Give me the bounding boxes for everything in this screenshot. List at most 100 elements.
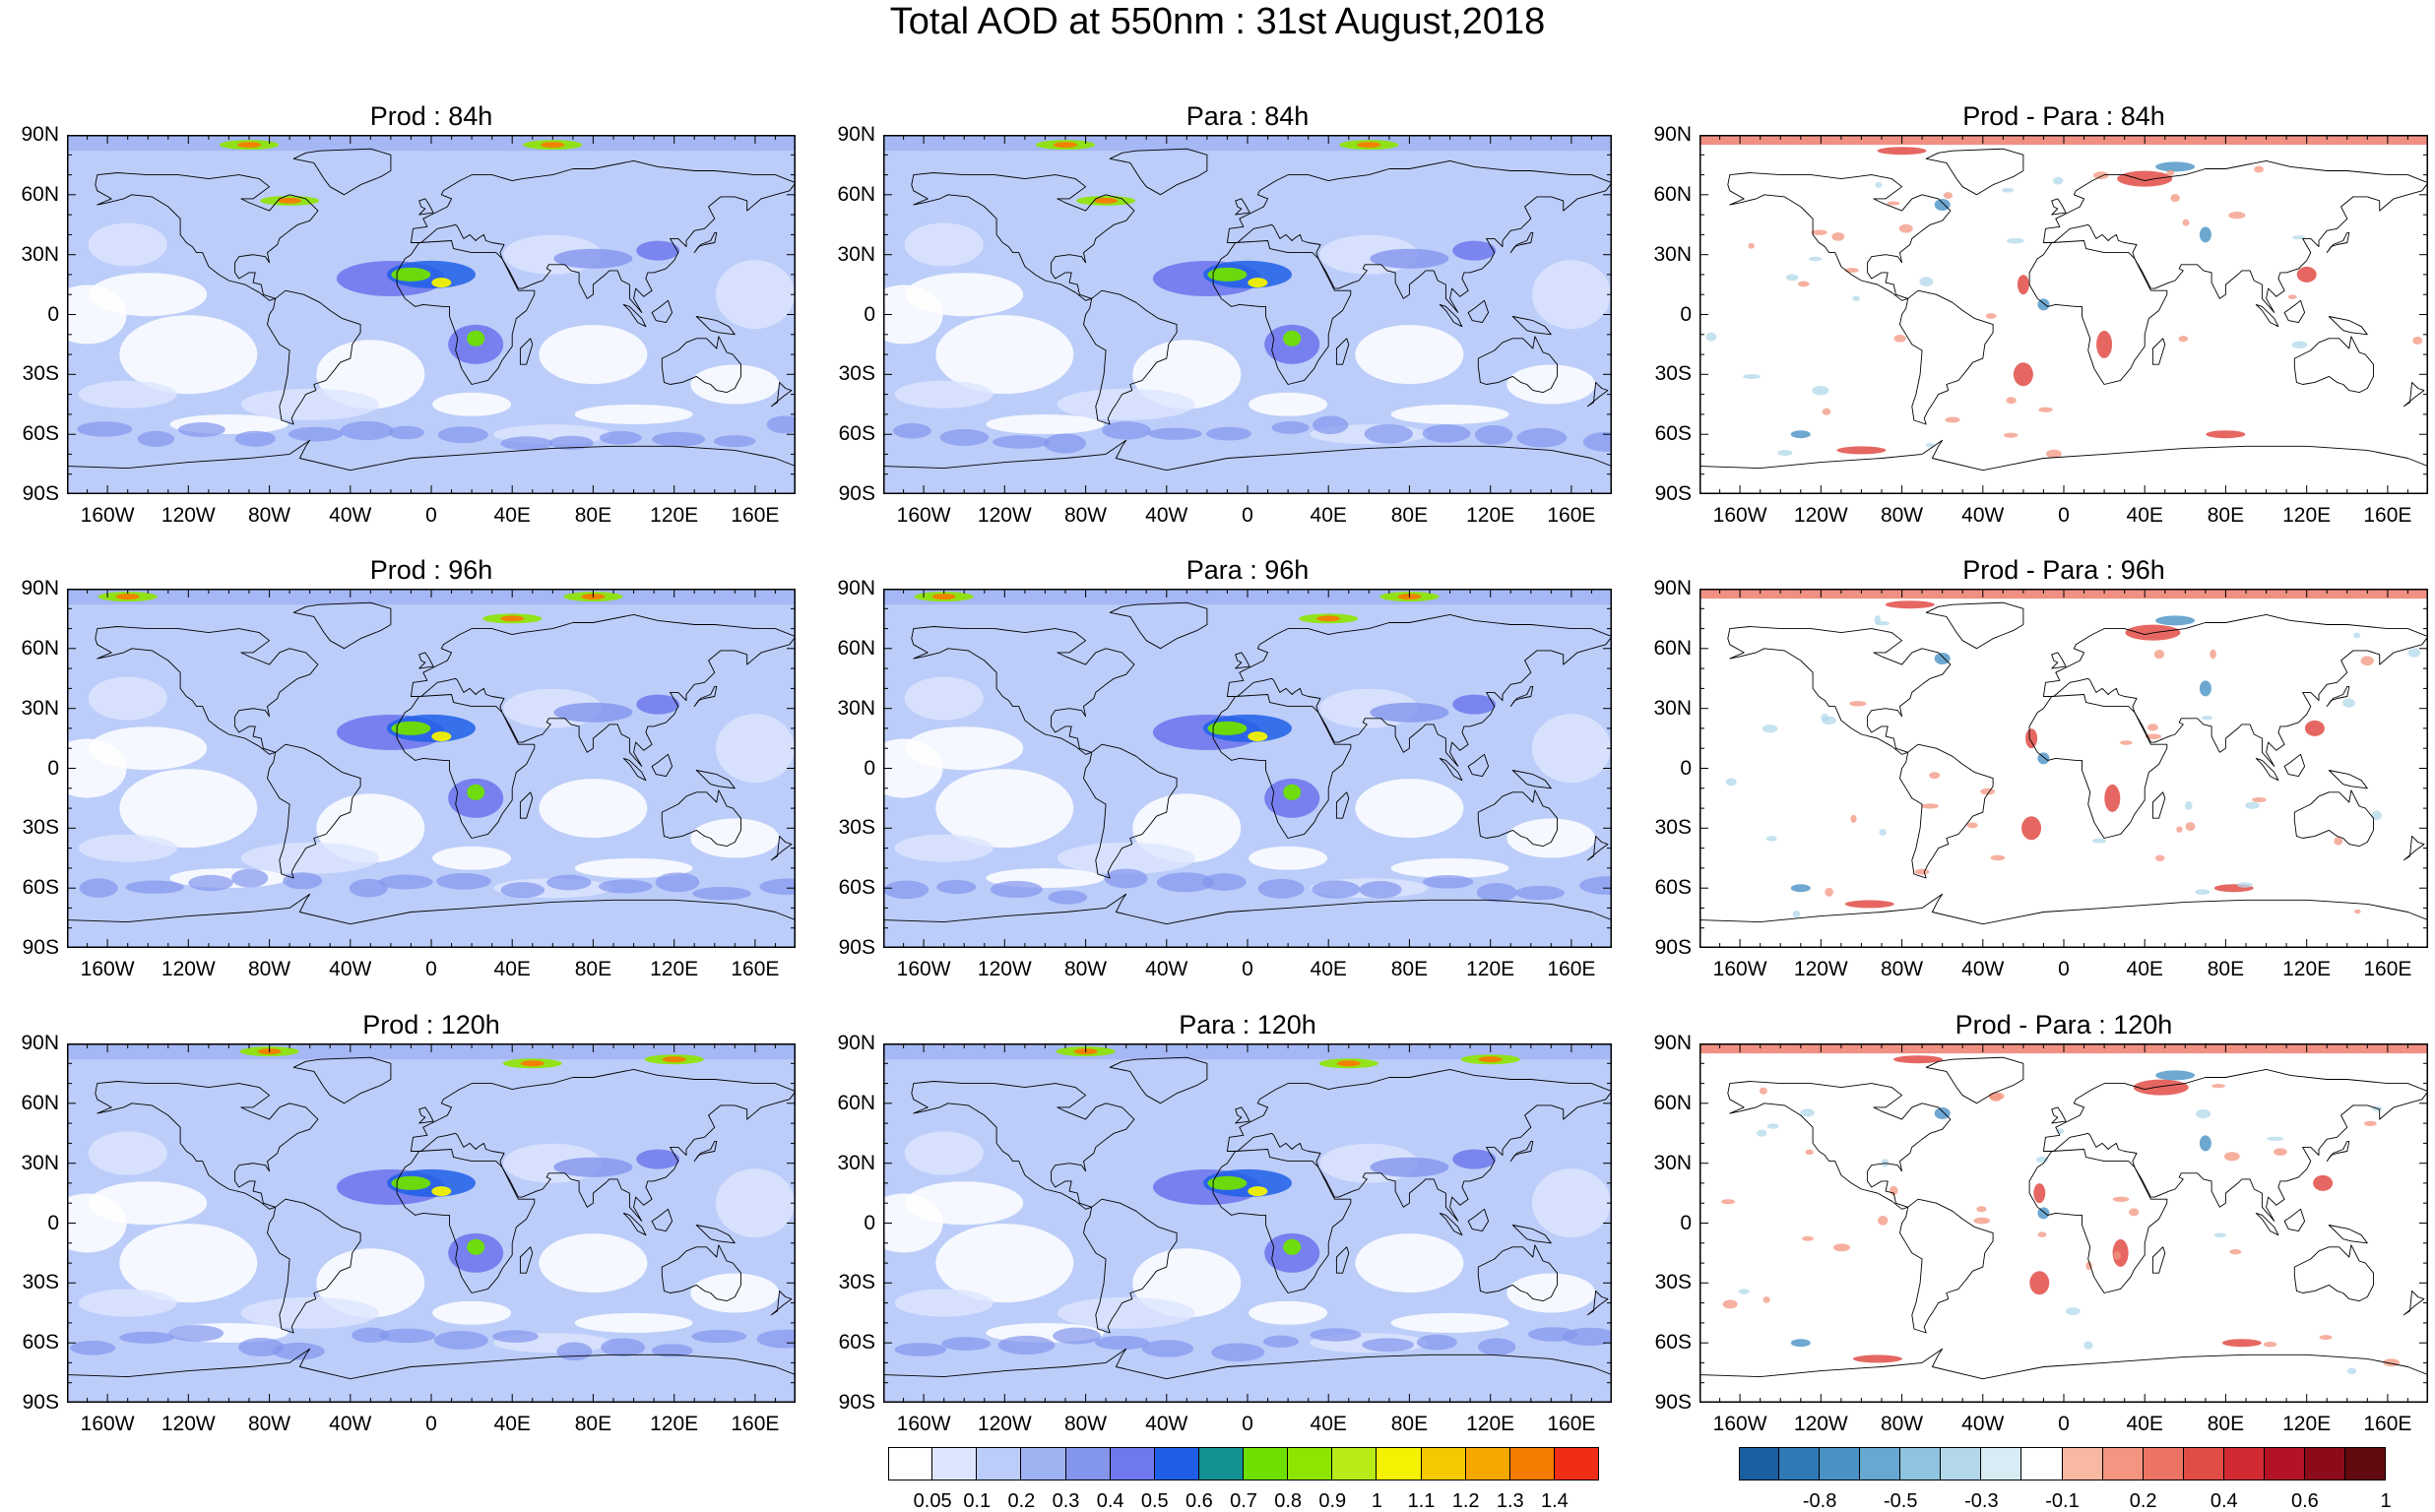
- coastline-africa: [1212, 240, 1352, 385]
- colorbar-label: -0.5: [1884, 1490, 1918, 1512]
- colorbar-swatch: [1941, 1447, 1982, 1480]
- longitude-label: 120E: [650, 958, 699, 980]
- small-positive-difference: [2037, 1231, 2047, 1237]
- longitude-label: 0: [425, 958, 437, 980]
- small-negative-difference: [2083, 1341, 2093, 1350]
- aod-low-area: [67, 738, 127, 798]
- aod-southern-band: [691, 1329, 747, 1344]
- coastline-eurasia: [410, 613, 796, 767]
- coastline-greenland: [292, 148, 392, 196]
- coastline-new-zealand: [1586, 835, 1609, 861]
- aod-light-area: [78, 380, 177, 409]
- small-positive-difference: [1945, 416, 1960, 423]
- coastline-africa: [1212, 694, 1352, 839]
- coastline-new-guinea: [1511, 316, 1552, 336]
- small-negative-difference: [2292, 235, 2306, 240]
- coastline-borneo: [2283, 1208, 2306, 1232]
- colorbar-swatch: [1820, 1447, 1861, 1480]
- longitude-label: 40W: [1961, 504, 2005, 527]
- longitude-label: 80W: [247, 958, 291, 980]
- coastlines: [67, 1056, 796, 1403]
- aod-southern-band: [1048, 890, 1088, 905]
- aod-southern-band: [283, 872, 323, 890]
- coastline-borneo: [651, 299, 673, 324]
- small-positive-difference: [1850, 814, 1857, 823]
- small-positive-difference: [2182, 219, 2190, 226]
- aod-dust-max: [1207, 267, 1248, 282]
- small-positive-difference: [1973, 1217, 1991, 1225]
- map-canvas: [67, 135, 796, 494]
- negative-difference: [2037, 1207, 2050, 1220]
- colorbar-swatch: [1332, 1447, 1378, 1480]
- coastline-greenland: [1109, 1056, 1208, 1104]
- colorbar-swatch: [1860, 1447, 1901, 1480]
- small-positive-difference: [2211, 1084, 2225, 1089]
- aod-africa-max: [467, 330, 485, 346]
- latitude-label: 90S: [838, 1391, 875, 1414]
- aod-saharan-core: [387, 260, 476, 288]
- colorbar-label: -0.3: [1964, 1490, 1999, 1512]
- colorbar-label: 0.8: [1274, 1490, 1303, 1512]
- small-positive-difference: [2263, 1341, 2277, 1348]
- latitude-label: 0: [1680, 1211, 1692, 1234]
- small-negative-difference: [1852, 295, 1861, 301]
- small-positive-difference: [2185, 822, 2196, 832]
- small-positive-difference: [1802, 1235, 1814, 1241]
- aod-southern-band: [713, 435, 756, 448]
- aod-southern-band: [70, 1340, 116, 1355]
- panel-title: Prod - Para : 120h: [1954, 1010, 2173, 1040]
- coastline-britain: [418, 652, 434, 669]
- coastline-south-america: [1083, 743, 1178, 879]
- small-positive-difference: [1889, 1185, 1898, 1196]
- panel-title: Prod : 96h: [369, 555, 493, 585]
- colorbar-label: 0.2: [2129, 1490, 2157, 1512]
- aod-southern-band: [1579, 876, 1612, 895]
- small-negative-difference: [1785, 274, 1799, 282]
- small-positive-difference: [2046, 449, 2062, 459]
- aod-southern-band: [1515, 885, 1565, 901]
- aod-africa-max: [1283, 784, 1302, 800]
- aod-dust-peak: [1248, 278, 1268, 288]
- negative-difference: [1934, 653, 1951, 664]
- aod-arctic-max: [1094, 197, 1119, 204]
- latitude-label: 30S: [22, 362, 59, 386]
- latitude-label: 90N: [837, 577, 875, 599]
- small-positive-difference: [2113, 1251, 2121, 1260]
- longitude-label: 80W: [1063, 958, 1108, 980]
- colorbar-label: 1: [1371, 1490, 1382, 1512]
- coastline-north-america: [95, 172, 319, 301]
- longitude-label: 120E: [1466, 958, 1515, 980]
- latitude-label: 0: [864, 1211, 875, 1234]
- coastline-britain: [2051, 652, 2067, 669]
- coastline-greenland: [1109, 601, 1208, 650]
- aod-southern-band: [692, 887, 752, 901]
- negative-difference: [2155, 161, 2196, 172]
- latitude-label: 60N: [837, 1091, 875, 1114]
- coastline-borneo: [651, 1208, 673, 1232]
- panel-title: Prod : 84h: [369, 101, 493, 131]
- coastline-australia: [661, 1244, 741, 1302]
- aod-background: [67, 589, 796, 948]
- longitude-label: 40E: [2126, 504, 2163, 527]
- aod-southern-band: [1211, 1343, 1265, 1362]
- coastline-new-zealand: [770, 835, 793, 861]
- small-negative-difference: [2346, 1367, 2357, 1375]
- longitude-label: 0: [2058, 1413, 2070, 1435]
- aod-southern-band: [892, 422, 931, 439]
- longitude-label: 80W: [1063, 504, 1108, 527]
- aod-southern-band: [997, 1335, 1056, 1355]
- negative-difference: [1790, 884, 1811, 893]
- latitude-label: 30S: [838, 816, 875, 840]
- coastline-borneo: [2283, 753, 2306, 778]
- aod-southern-band: [1359, 880, 1402, 899]
- longitude-label: 40W: [329, 504, 372, 527]
- longitude-label: 80E: [2207, 1413, 2245, 1435]
- aod-southern-band: [137, 430, 175, 447]
- colorbar-swatch: [1779, 1447, 1821, 1480]
- longitude-label: 40E: [493, 1413, 531, 1435]
- aod-southern-band: [651, 1344, 693, 1357]
- latitude-label: 30N: [837, 1151, 875, 1174]
- aod-southern-band: [759, 878, 796, 896]
- small-positive-difference: [1825, 887, 1833, 897]
- aod-low-area: [67, 1193, 127, 1253]
